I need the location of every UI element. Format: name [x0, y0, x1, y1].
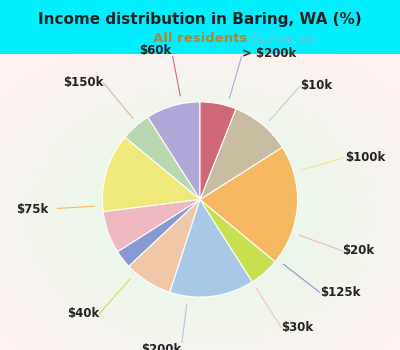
Text: $100k: $100k — [346, 151, 386, 164]
Text: $30k: $30k — [281, 321, 313, 334]
Text: $40k: $40k — [68, 307, 100, 320]
Wedge shape — [125, 117, 200, 199]
Text: $20k: $20k — [342, 244, 375, 257]
Wedge shape — [170, 199, 252, 297]
Wedge shape — [148, 102, 200, 200]
Wedge shape — [129, 199, 200, 292]
Wedge shape — [200, 199, 275, 282]
Text: $60k: $60k — [139, 44, 172, 57]
Text: > $200k: > $200k — [242, 48, 296, 61]
Text: $200k: $200k — [141, 343, 181, 350]
Wedge shape — [200, 109, 282, 199]
Wedge shape — [118, 199, 200, 266]
Text: Income distribution in Baring, WA (%): Income distribution in Baring, WA (%) — [38, 12, 362, 27]
Wedge shape — [103, 199, 200, 252]
Text: All residents: All residents — [153, 32, 247, 44]
Text: $150k: $150k — [63, 76, 104, 89]
Wedge shape — [200, 147, 298, 262]
Wedge shape — [200, 102, 236, 200]
Wedge shape — [102, 137, 200, 212]
Text: City-Data.com: City-Data.com — [248, 36, 318, 46]
Text: $125k: $125k — [320, 286, 360, 299]
Text: $10k: $10k — [300, 79, 332, 92]
Text: $75k: $75k — [16, 203, 49, 216]
